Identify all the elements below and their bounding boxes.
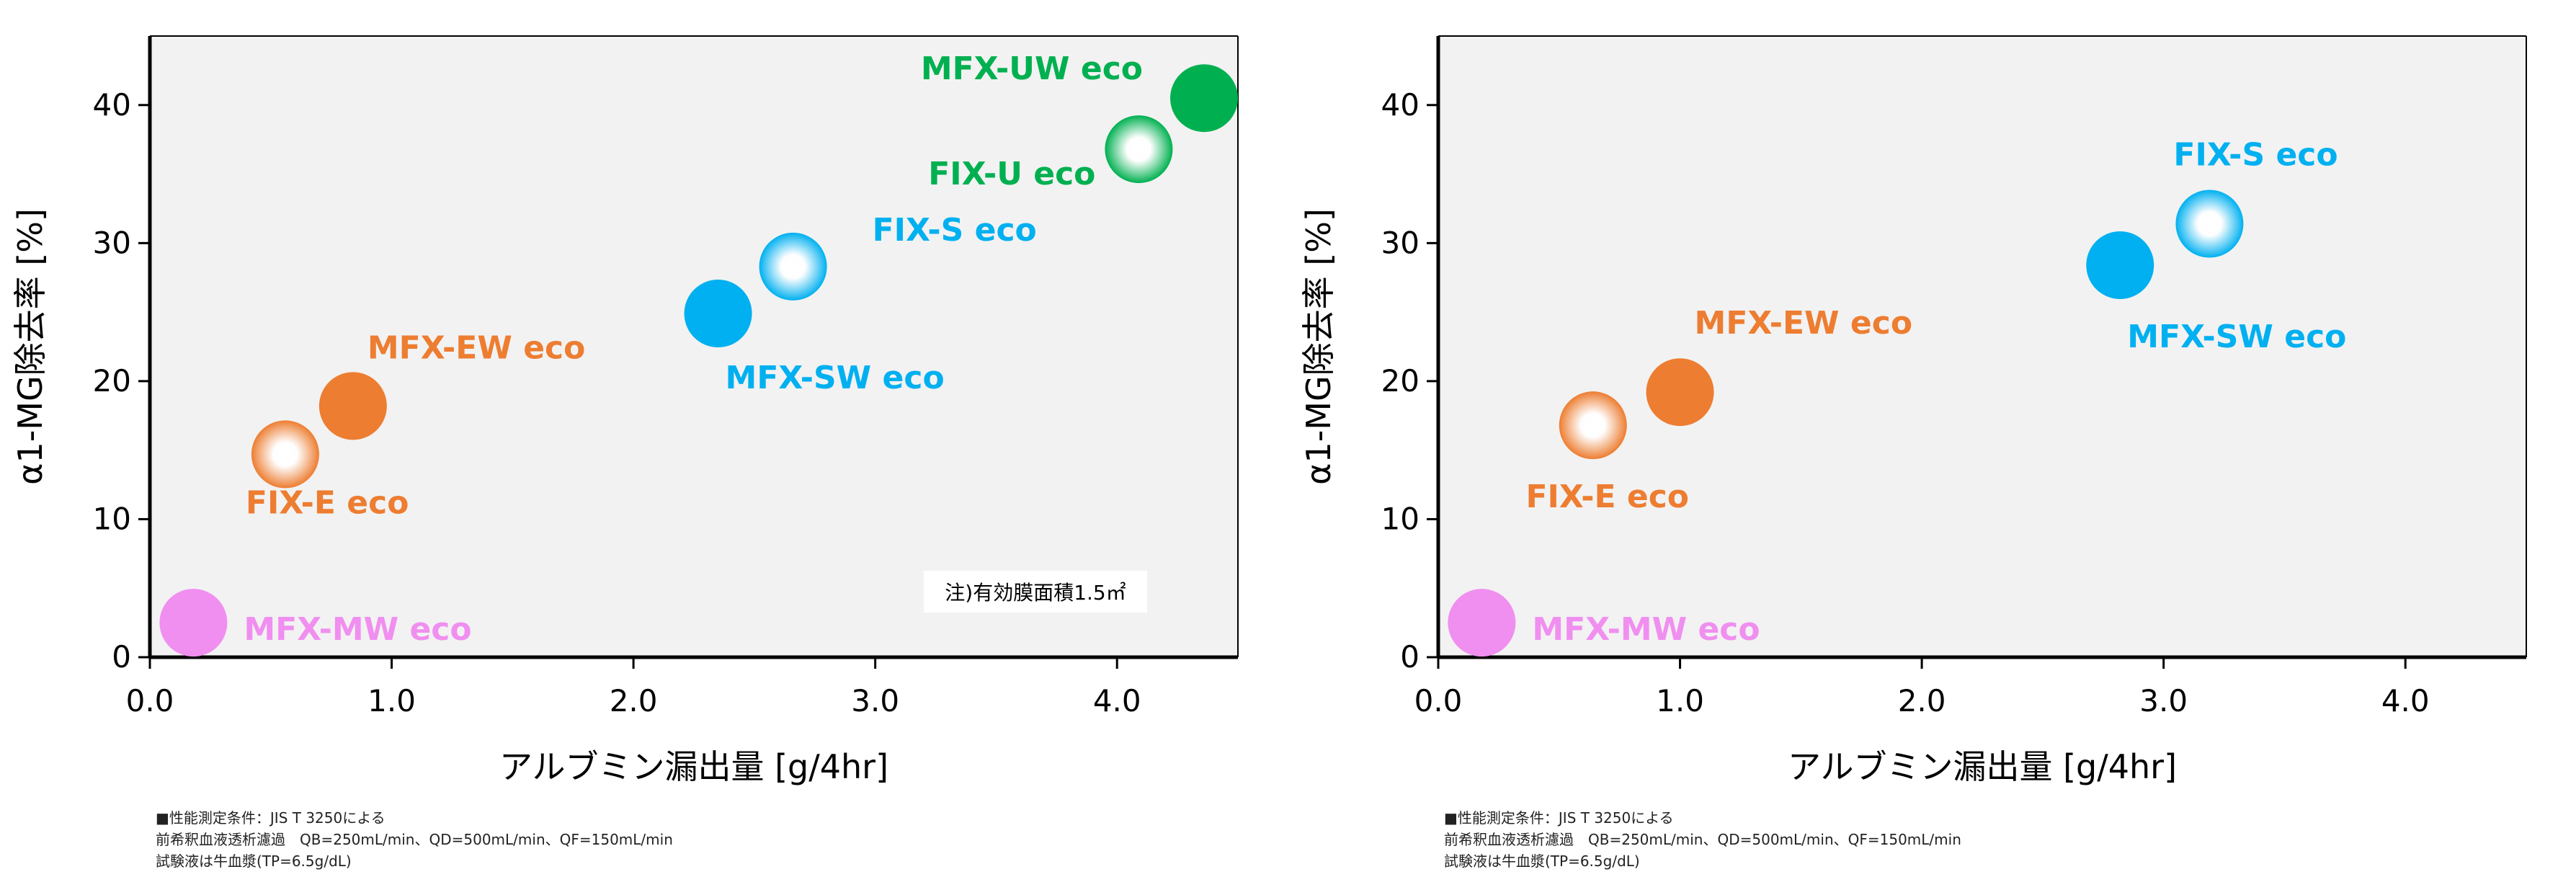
notes-line-2: 前希釈血液透析濾過 QB=250mL/min、QD=500mL/min、QF=1… bbox=[156, 831, 673, 848]
chart-panel-right: 0 10 20 30 40 0.0 1.0 2.0 3.0 4.0 アルブミン漏出量 [g/4hr]… bbox=[1288, 0, 2576, 877]
data-point-mfx-sw-eco bbox=[684, 280, 752, 348]
data-point-mfx-uw-eco bbox=[1170, 64, 1239, 133]
y-tick-label: 40 bbox=[1381, 87, 1420, 123]
notes-line-2: 前希釈血液透析濾過 QB=250mL/min、QD=500mL/min、QF=1… bbox=[1444, 831, 1961, 848]
data-label: FIX-U eco bbox=[928, 156, 1095, 192]
y-tick-label: 30 bbox=[1381, 225, 1420, 260]
data-point-fix-e-eco bbox=[1559, 391, 1627, 460]
y-tick-label: 30 bbox=[93, 225, 131, 260]
data-point-fix-u-eco bbox=[1105, 115, 1173, 184]
y-axis-title: α1-MG除去率 [%] bbox=[1299, 208, 1338, 485]
scatter-chart-right: 0 10 20 30 40 0.0 1.0 2.0 3.0 4.0 アルブミン漏出量 [g/4hr]… bbox=[1299, 35, 2527, 786]
data-label: MFX-SW eco bbox=[2127, 319, 2346, 355]
data-point-fix-s-eco bbox=[759, 232, 827, 301]
x-tick-label: 1.0 bbox=[367, 683, 416, 718]
x-tick-label: 3.0 bbox=[2139, 683, 2188, 718]
y-tick-label: 20 bbox=[1381, 363, 1420, 399]
data-label: FIX-E eco bbox=[246, 484, 409, 521]
data-label: MFX-MW eco bbox=[1532, 611, 1760, 648]
x-tick-label: 0.0 bbox=[1414, 683, 1463, 718]
notes-line-3: 試験液は牛血漿(TP=6.5g/dL) bbox=[1444, 852, 1640, 870]
data-label: MFX-EW eco bbox=[367, 329, 586, 366]
plot-area bbox=[150, 36, 1238, 657]
x-tick-label: 3.0 bbox=[851, 683, 899, 718]
x-axis-title: アルブミン漏出量 [g/4hr] bbox=[499, 747, 888, 786]
x-tick-label: 4.0 bbox=[1093, 683, 1141, 718]
x-tick-label: 0.0 bbox=[126, 683, 174, 718]
y-tick-label: 20 bbox=[93, 363, 131, 399]
data-label: MFX-MW eco bbox=[244, 611, 471, 648]
data-point-mfx-ew-eco bbox=[1646, 358, 1714, 427]
x-tick-label: 2.0 bbox=[610, 683, 658, 718]
data-point-mfx-sw-eco bbox=[2086, 231, 2154, 299]
data-label: MFX-SW eco bbox=[726, 360, 945, 396]
measurement-notes-left: ■性能測定条件：JIS T 3250による 前希釈血液透析濾過 QB=250mL… bbox=[156, 807, 673, 872]
x-tick-label: 4.0 bbox=[2381, 683, 2430, 718]
y-tick-label: 40 bbox=[93, 87, 131, 123]
measurement-notes-right: ■性能測定条件：JIS T 3250による 前希釈血液透析濾過 QB=250mL… bbox=[1444, 807, 1961, 872]
data-label: MFX-UW eco bbox=[921, 50, 1143, 87]
y-tick-label: 0 bbox=[112, 639, 131, 675]
data-label: FIX-E eco bbox=[1525, 478, 1689, 515]
data-label: FIX-S eco bbox=[873, 212, 1037, 249]
annotation-box bbox=[924, 571, 1147, 613]
data-point-fix-s-eco bbox=[2175, 190, 2244, 258]
y-axis-title: α1-MG除去率 [%] bbox=[11, 208, 50, 485]
data-label: MFX-EW eco bbox=[1695, 305, 1913, 342]
plot-area bbox=[1438, 36, 2526, 657]
y-tick-label: 10 bbox=[93, 501, 131, 536]
data-point-fix-e-eco bbox=[251, 420, 319, 489]
y-tick-label: 0 bbox=[1400, 639, 1420, 675]
scatter-chart-left: 0 10 20 30 40 0.0 1.0 2.0 3.0 4.0 アルブミン漏出量 [g/4hr]… bbox=[11, 35, 1239, 786]
data-point-mfx-mw-eco bbox=[1448, 589, 1516, 657]
notes-line-3: 試験液は牛血漿(TP=6.5g/dL) bbox=[156, 852, 352, 870]
annotation-text: 注)有効膜面積1.5㎡ bbox=[945, 581, 1126, 605]
x-tick-label: 2.0 bbox=[1898, 683, 1946, 718]
y-tick-label: 10 bbox=[1381, 501, 1420, 536]
data-point-mfx-mw-eco bbox=[159, 589, 228, 657]
data-label: FIX-S eco bbox=[2173, 137, 2337, 174]
x-tick-label: 1.0 bbox=[1656, 683, 1704, 718]
notes-line-1: ■性能測定条件：JIS T 3250による bbox=[1444, 809, 1674, 827]
x-axis-title: アルブミン漏出量 [g/4hr] bbox=[1788, 747, 2177, 786]
notes-line-1: ■性能測定条件：JIS T 3250による bbox=[156, 809, 385, 827]
chart-panel-left: 0 10 20 30 40 0.0 1.0 2.0 3.0 4.0 アルブミン漏出量 [g/4hr]… bbox=[11, 35, 1239, 872]
data-point-mfx-ew-eco bbox=[318, 372, 387, 440]
